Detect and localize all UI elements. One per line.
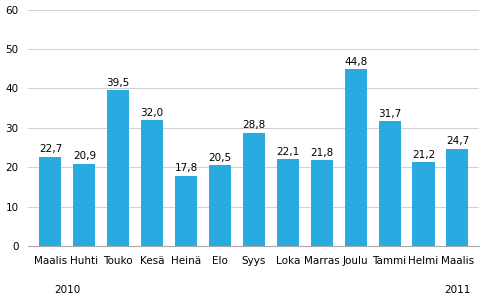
Text: 17,8: 17,8: [174, 164, 197, 173]
Text: 24,7: 24,7: [445, 136, 468, 146]
Bar: [73, 164, 95, 246]
Text: 21,8: 21,8: [309, 148, 333, 158]
Text: 32,0: 32,0: [140, 107, 164, 118]
Text: 20,9: 20,9: [73, 151, 96, 161]
Text: 22,7: 22,7: [39, 144, 62, 154]
Bar: [344, 70, 366, 246]
Text: 21,2: 21,2: [411, 150, 434, 160]
Text: 20,5: 20,5: [208, 153, 231, 163]
Bar: [39, 157, 61, 246]
Bar: [175, 176, 197, 246]
Text: 39,5: 39,5: [106, 78, 130, 88]
Text: 22,1: 22,1: [276, 146, 299, 157]
Text: 44,8: 44,8: [343, 57, 366, 67]
Bar: [445, 149, 468, 246]
Bar: [107, 90, 129, 246]
Bar: [242, 133, 264, 246]
Bar: [378, 121, 400, 246]
Text: 2010: 2010: [54, 285, 80, 295]
Text: 28,8: 28,8: [242, 120, 265, 130]
Bar: [141, 120, 163, 246]
Bar: [310, 160, 332, 246]
Text: 31,7: 31,7: [377, 109, 400, 119]
Bar: [411, 163, 434, 246]
Bar: [276, 159, 298, 246]
Text: 2011: 2011: [443, 285, 469, 295]
Bar: [209, 165, 230, 246]
